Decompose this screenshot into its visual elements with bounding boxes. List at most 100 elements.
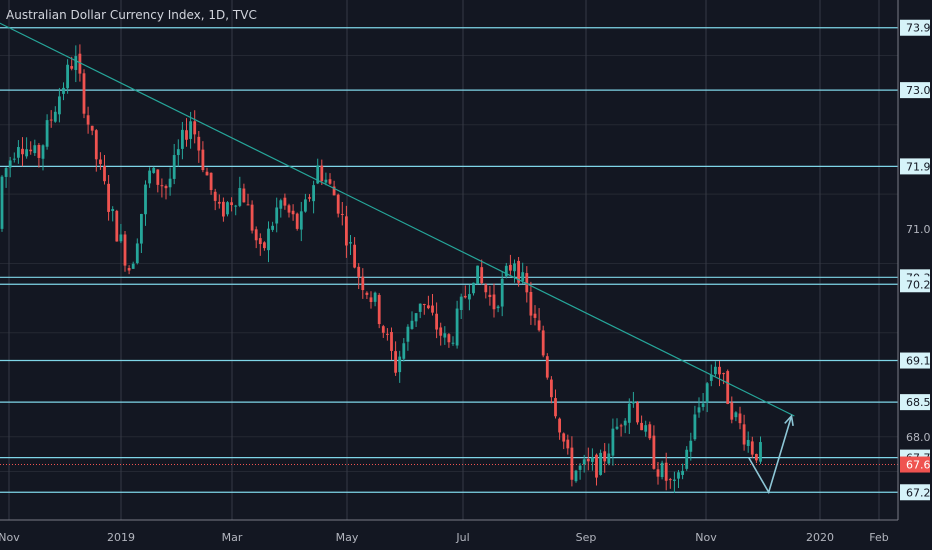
price-label-bg (900, 352, 930, 369)
candle-body (750, 441, 754, 455)
price-label-bg (900, 82, 930, 99)
candle-body (78, 53, 82, 74)
candle-body (607, 453, 611, 464)
candle-body (681, 470, 684, 475)
candle-body (185, 130, 188, 140)
candle-body (443, 333, 447, 338)
candle-body (373, 292, 377, 302)
candle-body (357, 266, 361, 278)
candle-body (70, 66, 74, 69)
candle-body (406, 326, 410, 342)
candle-body (340, 213, 344, 215)
time-tick-label: 2019 (107, 531, 135, 544)
candle-body (250, 204, 254, 231)
candle-body (53, 111, 57, 122)
candle-body (345, 216, 348, 246)
candle-body (521, 272, 525, 281)
price-label-bg (900, 484, 930, 501)
candle-body (205, 171, 209, 176)
price-tick-label: 67.2 (906, 486, 931, 499)
candle-body (148, 170, 151, 184)
candle-body (291, 210, 295, 215)
candle-body (94, 130, 98, 160)
candle-body (693, 414, 697, 440)
candle-body (8, 160, 12, 168)
candle-body (33, 145, 37, 154)
candle-body (418, 303, 422, 312)
candle-body (390, 332, 393, 351)
candle-body (668, 479, 672, 481)
candle-body (513, 263, 516, 272)
candle-body (189, 121, 192, 139)
candle-body (517, 260, 520, 283)
candle-body (62, 87, 65, 94)
candle-body (496, 306, 500, 309)
time-tick-label: Feb (869, 531, 888, 544)
candle-body (677, 472, 680, 479)
candle-body (336, 194, 340, 214)
candle-body (172, 155, 176, 179)
candle-body (410, 320, 414, 329)
candle-body (99, 159, 102, 165)
candle-body (193, 121, 197, 135)
candle-body (648, 424, 652, 439)
candle-body (574, 470, 578, 482)
candle-body (135, 243, 139, 264)
chart-title: Australian Dollar Currency Index, 1D, TV… (6, 8, 257, 22)
candle-body (201, 149, 205, 171)
time-tick-label: 2020 (806, 531, 834, 544)
candle-body (422, 303, 426, 305)
candle-body (140, 213, 143, 244)
candle-body (283, 197, 287, 206)
candle-body (295, 213, 299, 229)
candle-body (258, 238, 262, 245)
candle-body (377, 295, 381, 325)
candle-body (37, 144, 41, 158)
candle-body (697, 407, 701, 413)
candle-body (86, 115, 90, 125)
candle-body (320, 165, 324, 182)
candle-body (361, 276, 365, 291)
candle-body (328, 179, 332, 184)
candle-body (41, 145, 45, 159)
candle-body (402, 343, 406, 359)
candle-body (709, 374, 713, 381)
candle-body (349, 242, 352, 244)
candle-body (525, 273, 529, 293)
candle-body (439, 327, 443, 336)
candle-body (29, 149, 33, 152)
candle-body (435, 313, 438, 330)
candle-body (267, 228, 270, 251)
last-price-tag: 67.6 (906, 459, 931, 472)
candle-body (365, 292, 369, 295)
candle-body (431, 305, 434, 313)
time-tick-label: Jul (455, 531, 469, 544)
price-tick-label: 73.0 (906, 84, 931, 97)
candle-body (582, 459, 586, 465)
price-tick-label: 71.0 (906, 223, 931, 236)
candle-body (541, 330, 545, 356)
candle-body (755, 453, 758, 461)
candle-body (119, 234, 123, 242)
candle-body (287, 205, 291, 213)
candles (0, 44, 762, 494)
last-price-tag-bg (900, 456, 930, 473)
candle-body (197, 136, 201, 151)
candle-body (4, 168, 8, 177)
candle-body (492, 294, 496, 310)
candle-body (689, 440, 693, 452)
candle-body (742, 424, 746, 445)
candle-body (488, 294, 492, 298)
candle-body (308, 197, 311, 199)
candle-body (234, 205, 238, 207)
candle-body (451, 342, 455, 344)
time-tick-label: Mar (222, 531, 243, 544)
candle-body (123, 234, 127, 266)
candle-body (414, 313, 418, 322)
candle-body (156, 169, 160, 185)
candle-body (398, 356, 402, 373)
candle-body (213, 191, 217, 201)
candle-body (673, 479, 676, 481)
candle-body (484, 284, 488, 293)
